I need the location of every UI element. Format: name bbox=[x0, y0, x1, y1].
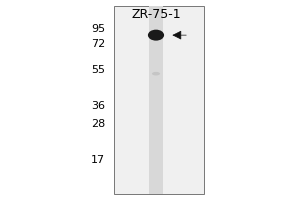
Text: 72: 72 bbox=[91, 39, 105, 49]
Bar bbox=[149, 6, 163, 194]
Text: 28: 28 bbox=[91, 119, 105, 129]
Text: 95: 95 bbox=[91, 24, 105, 34]
Bar bbox=[114, 6, 204, 194]
Text: ZR-75-1: ZR-75-1 bbox=[131, 8, 181, 21]
Ellipse shape bbox=[148, 30, 164, 41]
Text: 55: 55 bbox=[91, 65, 105, 75]
Text: 17: 17 bbox=[91, 155, 105, 165]
Ellipse shape bbox=[152, 72, 160, 75]
Text: 36: 36 bbox=[91, 101, 105, 111]
